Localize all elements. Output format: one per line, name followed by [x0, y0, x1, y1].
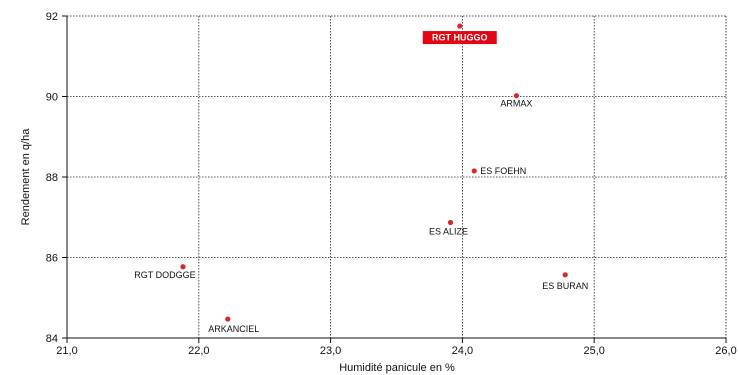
point-label: RGT DODGGE	[134, 270, 195, 280]
data-point	[447, 219, 454, 226]
point-label: ES BURAN	[542, 281, 588, 291]
y-axis-title: Rendement en q/ha	[20, 128, 32, 226]
x-axis-title: Humidité panicule en %	[339, 362, 455, 374]
x-tick-label: 26,0	[715, 345, 736, 357]
y-tick-label: 90	[46, 92, 58, 104]
highlight-label-background	[422, 31, 497, 45]
data-point	[457, 23, 463, 29]
point-label: ARMAX	[500, 99, 532, 109]
x-tick-label: 21,0	[56, 345, 77, 357]
x-tick-label: 23,0	[320, 345, 341, 357]
data-point	[471, 168, 477, 174]
y-tick-label: 92	[46, 11, 58, 23]
grid-lines	[67, 16, 726, 338]
x-tick-label: 24,0	[452, 345, 473, 357]
y-tick-label: 84	[46, 333, 58, 345]
point-label: ES FOEHN	[480, 166, 526, 176]
data-point	[180, 264, 186, 270]
plot-frame	[62, 15, 727, 343]
x-tick-label: 22,0	[188, 345, 209, 357]
data-points: RGT HUGGO ARMAX ES FOEHN ES ALIZE RGT DODGGE…	[134, 23, 588, 334]
data-point	[513, 93, 520, 99]
data-point	[562, 272, 568, 278]
y-tick-label: 88	[46, 172, 58, 184]
point-label: ARKANCIEL	[208, 324, 259, 334]
y-tick-label: 86	[46, 253, 58, 265]
x-tick-label: 25,0	[583, 345, 604, 357]
point-label: ES ALIZE	[429, 226, 468, 236]
data-point	[225, 316, 231, 322]
tick-labels: 84 86 88 90 92 21,0 22,0 23,0 24,0 25,0 26,0	[46, 11, 737, 357]
highlighted-point-label: RGT HUGGO	[432, 33, 488, 43]
